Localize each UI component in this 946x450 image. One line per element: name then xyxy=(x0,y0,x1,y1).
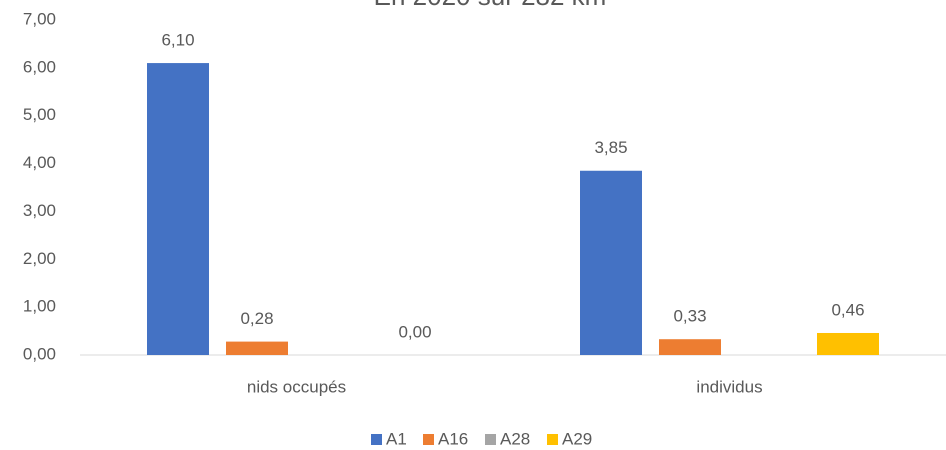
legend-label: A16 xyxy=(438,429,468,448)
legend-swatch xyxy=(485,434,496,445)
y-tick-label: 2,00 xyxy=(23,249,56,268)
value-label: 3,85 xyxy=(594,138,627,157)
legend-label: A29 xyxy=(562,429,592,448)
value-label: 0,33 xyxy=(673,307,706,326)
legend-swatch xyxy=(371,434,382,445)
legend-label: A28 xyxy=(500,429,530,448)
legend-swatch xyxy=(423,434,434,445)
x-tick-label: individus xyxy=(696,377,762,396)
y-tick-label: 3,00 xyxy=(23,201,56,220)
bar xyxy=(580,170,642,355)
legend-swatch xyxy=(547,434,558,445)
y-tick-label: 7,00 xyxy=(23,9,56,28)
bar xyxy=(226,341,288,355)
y-tick-label: 6,00 xyxy=(23,57,56,76)
x-tick-label: nids occupés xyxy=(247,377,346,396)
y-tick-label: 1,00 xyxy=(23,297,56,316)
y-tick-label: 0,00 xyxy=(23,344,56,363)
value-label: 6,10 xyxy=(161,31,194,50)
legend-label: A1 xyxy=(386,429,407,448)
y-tick-label: 4,00 xyxy=(23,153,56,172)
bar xyxy=(147,63,209,355)
bar xyxy=(659,339,721,355)
value-label: 0,28 xyxy=(240,309,273,328)
bar xyxy=(817,332,879,355)
y-tick-label: 5,00 xyxy=(23,105,56,124)
value-label: 0,00 xyxy=(398,322,431,341)
value-label: 0,46 xyxy=(831,300,864,319)
chart-title: En 2020 sur 282 km xyxy=(374,0,607,11)
